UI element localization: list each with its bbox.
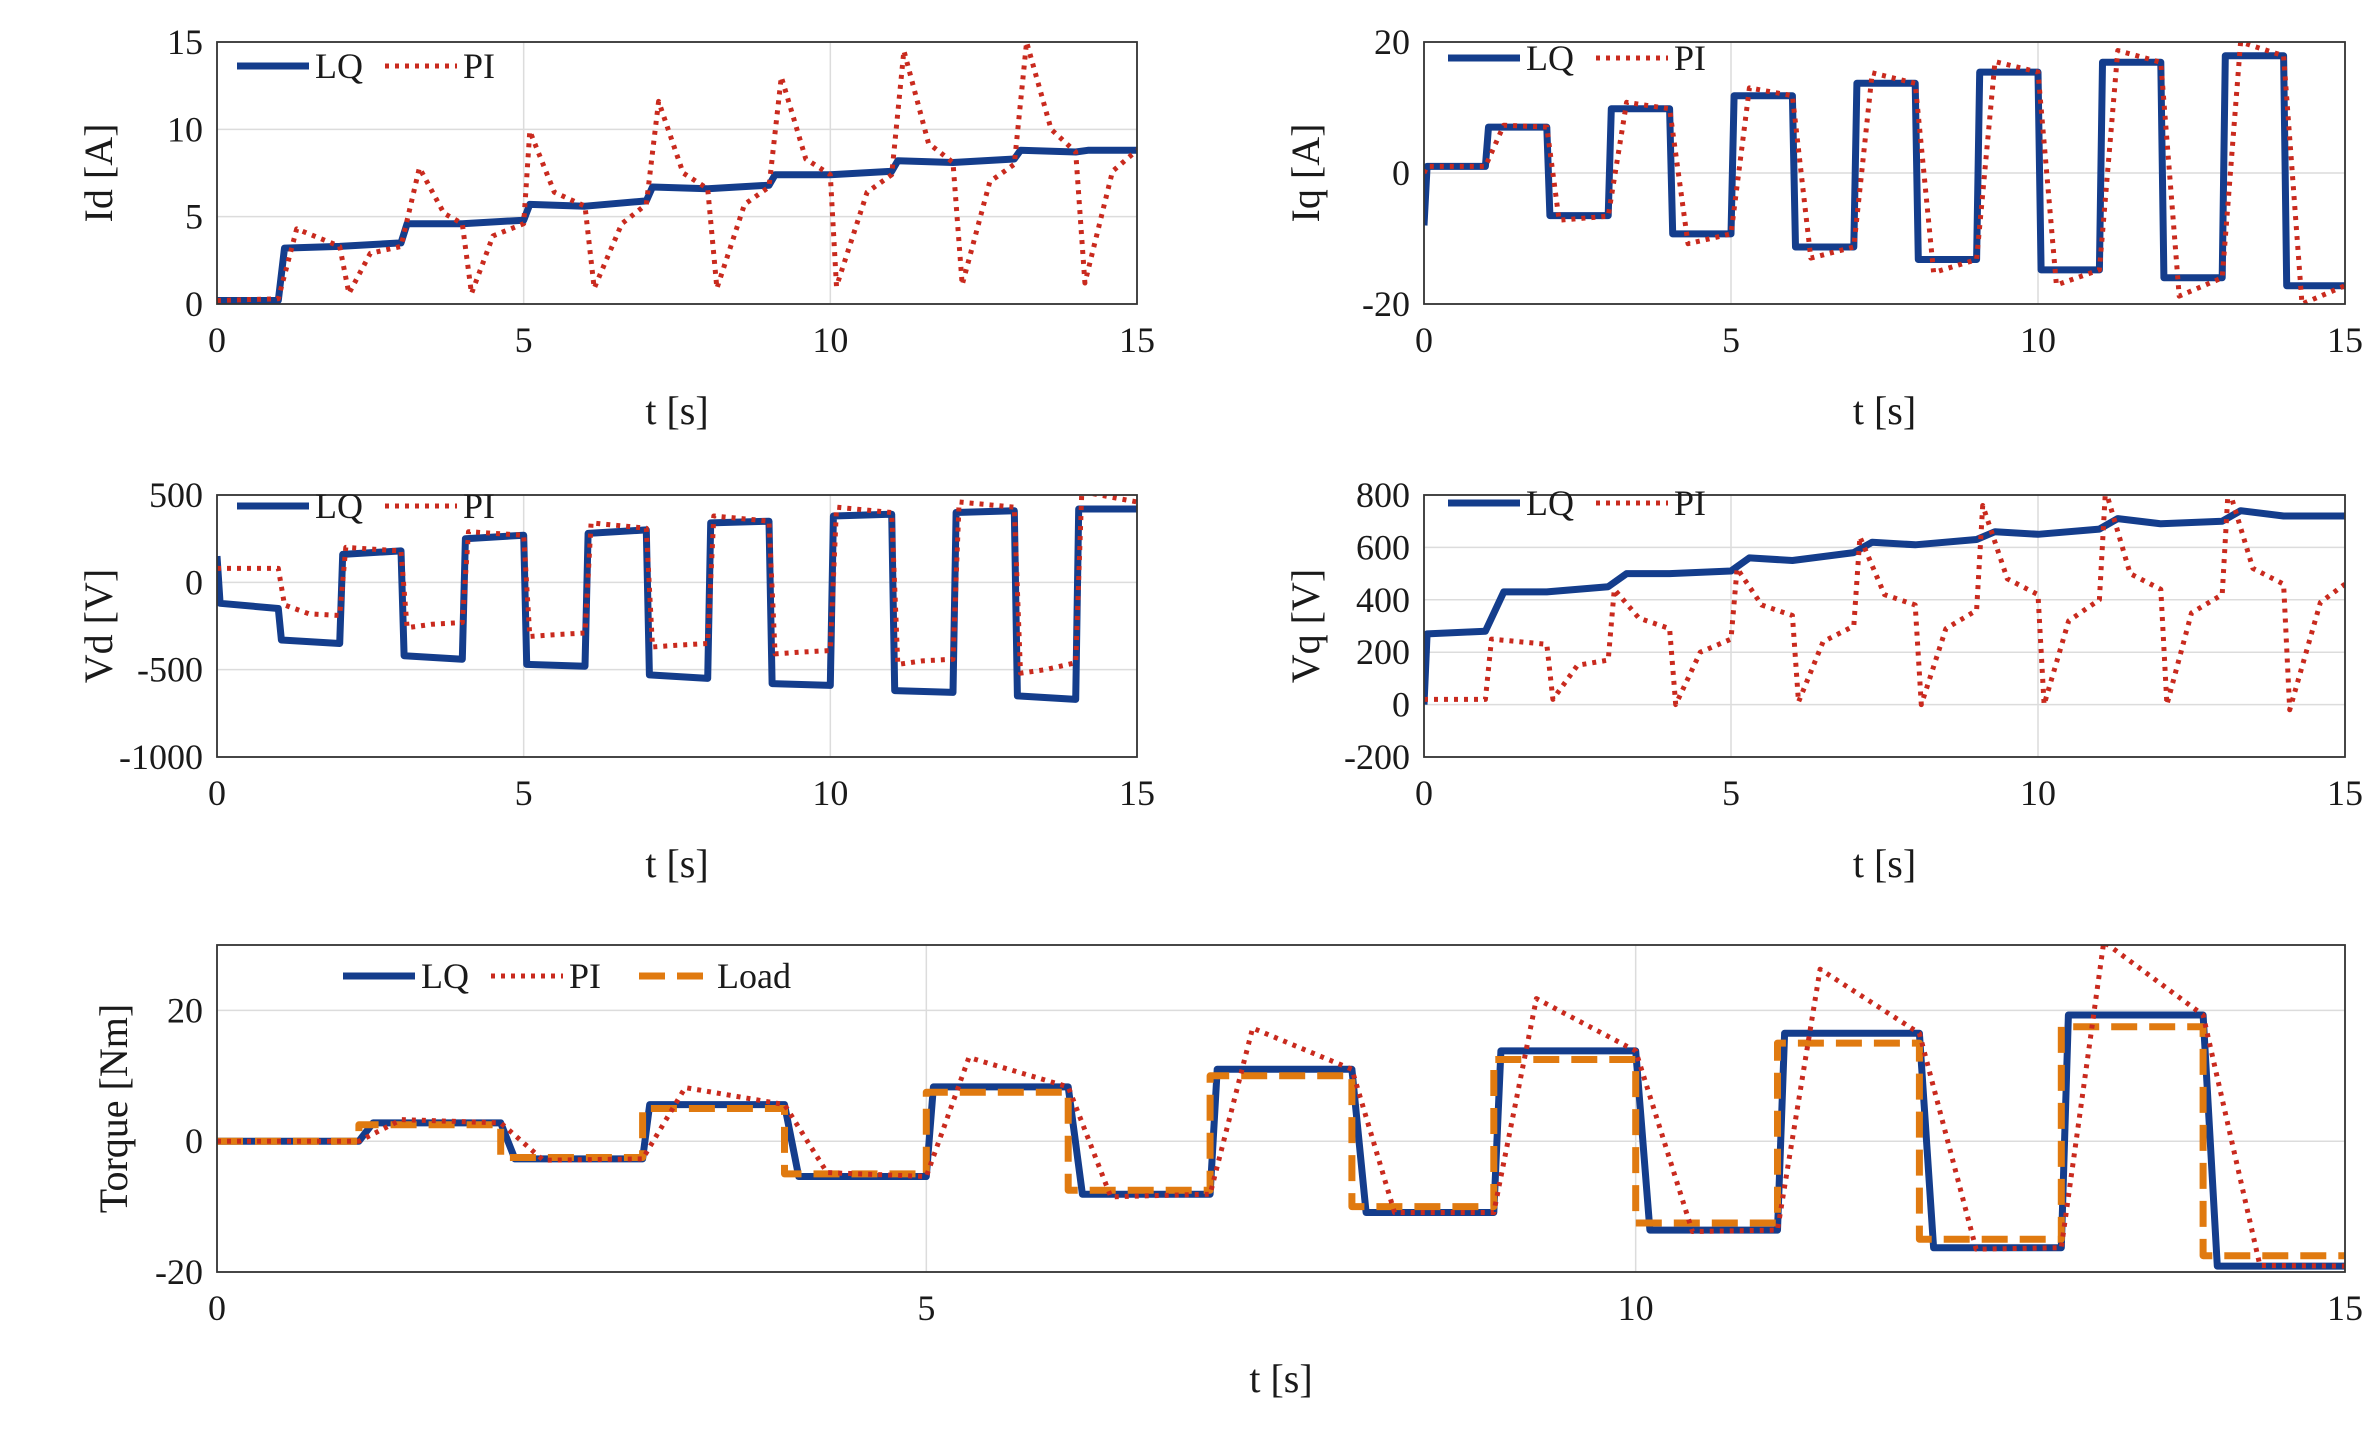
- x-tick-label: 15: [2327, 320, 2363, 360]
- y-tick-label: 15: [167, 22, 203, 62]
- series-lq-line: [1424, 507, 2345, 705]
- y-tick-label: 0: [1392, 153, 1410, 193]
- x-tick-label: 5: [917, 1288, 935, 1328]
- legend-label-lq: LQ: [421, 956, 469, 996]
- plot-frame: [1423, 494, 2346, 758]
- y-tick-label: -20: [155, 1252, 203, 1292]
- series-load-line: [217, 1023, 2345, 1260]
- legend-label-lq: LQ: [315, 486, 363, 526]
- legend: LQ PI: [237, 486, 495, 526]
- x-tick-label: 10: [812, 320, 848, 360]
- plot-frame: [216, 494, 1138, 758]
- legend: LQ PI Load: [343, 956, 791, 996]
- y-tick-label: 0: [185, 1121, 203, 1161]
- x-tick-label: 10: [812, 773, 848, 813]
- y-tick-label: 400: [1356, 580, 1410, 620]
- x-tick-label: 15: [1119, 320, 1155, 360]
- y-axis-label: Vd [V]: [76, 569, 121, 683]
- panel-id: 0 5 10 15 0 5 10 15 t [s] Id [A] LQ PI: [76, 22, 1155, 433]
- x-tick-label: 0: [208, 320, 226, 360]
- legend: LQ PI: [1448, 483, 1706, 523]
- y-axis-label: Id [A]: [76, 124, 121, 223]
- y-tick-label: -20: [1362, 284, 1410, 324]
- x-tick-label: 0: [1415, 320, 1433, 360]
- series-lq-line: [217, 146, 1137, 304]
- x-tick-label: 5: [515, 320, 533, 360]
- y-axis-label: Vq [V]: [1283, 569, 1328, 683]
- x-tick-label: 5: [1722, 320, 1740, 360]
- y-tick-label: 600: [1356, 527, 1410, 567]
- legend-label-load: Load: [717, 956, 791, 996]
- y-tick-label: -1000: [119, 737, 203, 777]
- x-tick-label: 0: [1415, 773, 1433, 813]
- x-tick-label: 5: [515, 773, 533, 813]
- y-tick-label: 0: [185, 562, 203, 602]
- plot-frame: [216, 944, 2346, 1273]
- y-tick-label: 800: [1356, 475, 1410, 515]
- y-tick-label: -500: [137, 650, 203, 690]
- x-axis-label: t [s]: [1853, 388, 1916, 433]
- legend-label-pi: PI: [463, 486, 495, 526]
- y-axis-label: Torque [Nm]: [91, 1004, 136, 1213]
- series-pi-line: [1424, 42, 2345, 304]
- series-lq-line: [1424, 52, 2345, 290]
- x-axis-label: t [s]: [645, 388, 708, 433]
- y-tick-label: 10: [167, 109, 203, 149]
- panel-vd: 0 5 10 15 -1000 -500 0 500 t [s] Vd [V] LQ PI: [76, 475, 1155, 886]
- legend-label-pi: PI: [1674, 38, 1706, 78]
- x-axis-label: t [s]: [645, 841, 708, 886]
- plot-frame: [216, 41, 1138, 305]
- y-tick-label: 5: [185, 197, 203, 237]
- y-tick-label: 20: [1374, 22, 1410, 62]
- x-tick-label: 0: [208, 773, 226, 813]
- y-tick-label: 0: [1392, 685, 1410, 725]
- y-tick-label: 500: [149, 475, 203, 515]
- y-tick-label: 200: [1356, 632, 1410, 672]
- x-axis-label: t [s]: [1249, 1356, 1312, 1401]
- y-tick-label: 20: [167, 990, 203, 1030]
- x-tick-label: 15: [2327, 773, 2363, 813]
- legend: LQ PI: [1448, 38, 1706, 78]
- x-tick-label: 10: [2020, 773, 2056, 813]
- plot-frame: [1423, 41, 2346, 305]
- legend: LQ PI: [237, 46, 495, 86]
- x-tick-label: 10: [1618, 1288, 1654, 1328]
- x-tick-label: 0: [208, 1288, 226, 1328]
- x-tick-label: 10: [2020, 320, 2056, 360]
- series-lq-line: [217, 505, 1137, 703]
- legend-label-lq: LQ: [315, 46, 363, 86]
- x-tick-label: 15: [1119, 773, 1155, 813]
- x-axis-label: t [s]: [1853, 841, 1916, 886]
- series-pi-line: [217, 495, 1137, 676]
- series-pi-line: [217, 945, 2345, 1269]
- legend-label-pi: PI: [1674, 483, 1706, 523]
- y-tick-label: -200: [1344, 737, 1410, 777]
- legend-label-pi: PI: [463, 46, 495, 86]
- y-axis-label: Iq [A]: [1283, 124, 1328, 223]
- legend-label-lq: LQ: [1526, 38, 1574, 78]
- x-tick-label: 15: [2327, 1288, 2363, 1328]
- x-tick-label: 5: [1722, 773, 1740, 813]
- legend-label-lq: LQ: [1526, 483, 1574, 523]
- legend-label-pi: PI: [569, 956, 601, 996]
- y-tick-label: 0: [185, 284, 203, 324]
